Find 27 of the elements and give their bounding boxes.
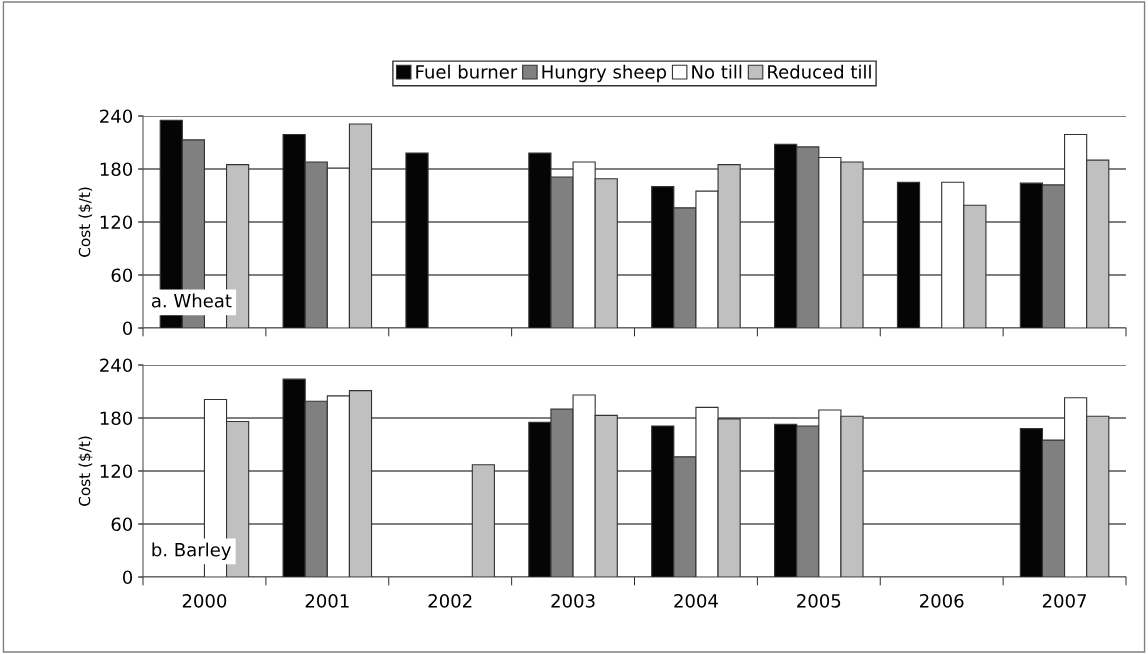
bar <box>471 464 495 577</box>
x-tick-label: 2007 <box>1042 593 1086 608</box>
y-tick-label: 0 <box>122 321 133 336</box>
legend-label: No till <box>692 64 742 79</box>
y-tick-label: 180 <box>100 162 133 177</box>
y-axis-title: Cost ($/t) <box>78 187 93 257</box>
x-tick-label: 2006 <box>920 593 964 608</box>
y-tick-label: 240 <box>100 358 133 373</box>
y-tick-label: 240 <box>100 109 133 124</box>
y-tick-label: 60 <box>111 268 133 283</box>
y-tick-label: 60 <box>111 517 133 532</box>
annotation: a. Wheat <box>151 293 232 308</box>
legend-label: Reduced till <box>768 64 871 79</box>
y-axis-title: Cost ($/t) <box>78 436 93 506</box>
y-tick-label: 180 <box>100 411 133 426</box>
annotation: b. Barley <box>152 542 231 561</box>
x-tick-label: 2005 <box>797 593 841 608</box>
x-tick-label: 2003 <box>551 593 595 608</box>
x-tick-label: 2000 <box>182 593 227 608</box>
y-tick-label: 0 <box>122 570 133 585</box>
x-tick-label: 2004 <box>674 593 718 608</box>
legend-label: Fuel burner <box>416 64 518 79</box>
y-tick-label: 120 <box>100 464 133 479</box>
legend-label: Hungry sheep <box>542 64 667 83</box>
x-tick-label: 2002 <box>428 593 472 608</box>
y-tick-label: 120 <box>100 215 133 230</box>
x-tick-label: 2001 <box>305 593 349 608</box>
